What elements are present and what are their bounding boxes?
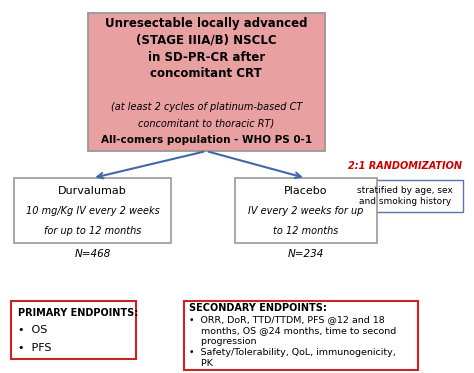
Text: progression: progression [189,337,257,346]
Text: Unresectable locally advanced: Unresectable locally advanced [105,18,308,30]
Text: concomitant to thoracic RT): concomitant to thoracic RT) [138,119,274,129]
Text: N=234: N=234 [288,249,324,258]
Text: to 12 months: to 12 months [273,226,338,235]
FancyBboxPatch shape [184,301,418,370]
FancyBboxPatch shape [10,301,136,359]
FancyBboxPatch shape [347,180,463,212]
Text: All-comers population - WHO PS 0-1: All-comers population - WHO PS 0-1 [100,135,312,145]
Text: IV every 2 weeks for up: IV every 2 weeks for up [248,206,364,216]
Text: Placebo: Placebo [284,186,328,196]
Text: SECONDARY ENDPOINTS:: SECONDARY ENDPOINTS: [189,303,327,313]
Text: •  Safety/Tolerability, QoL, immunogenicity,: • Safety/Tolerability, QoL, immunogenici… [189,348,396,357]
Text: (at least 2 cycles of platinum-based CT: (at least 2 cycles of platinum-based CT [110,102,302,112]
Text: (STAGE IIIA/B) NSCLC: (STAGE IIIA/B) NSCLC [136,34,276,47]
Text: months, OS @24 months, time to second: months, OS @24 months, time to second [189,326,397,335]
Text: 2:1 RANDOMIZATION: 2:1 RANDOMIZATION [348,161,462,171]
Text: PK: PK [189,358,213,367]
Text: •  ORR, DoR, TTD/TTDM, PFS @12 and 18: • ORR, DoR, TTD/TTDM, PFS @12 and 18 [189,315,385,324]
Text: for up to 12 months: for up to 12 months [44,226,141,235]
FancyBboxPatch shape [235,178,377,243]
Text: •  PFS: • PFS [18,343,51,352]
FancyBboxPatch shape [14,178,171,243]
FancyBboxPatch shape [88,13,325,151]
Text: 10 mg/Kg IV every 2 weeks: 10 mg/Kg IV every 2 weeks [26,206,159,216]
Text: stratified by age, sex
and smoking history: stratified by age, sex and smoking histo… [357,186,453,206]
Text: in SD-PR-CR after: in SD-PR-CR after [147,51,265,64]
Text: PRIMARY ENDPOINTS:: PRIMARY ENDPOINTS: [18,308,138,317]
Text: •  OS: • OS [18,325,47,335]
Text: N=468: N=468 [74,249,110,258]
Text: Durvalumab: Durvalumab [58,186,127,196]
Text: concomitant CRT: concomitant CRT [150,67,262,80]
